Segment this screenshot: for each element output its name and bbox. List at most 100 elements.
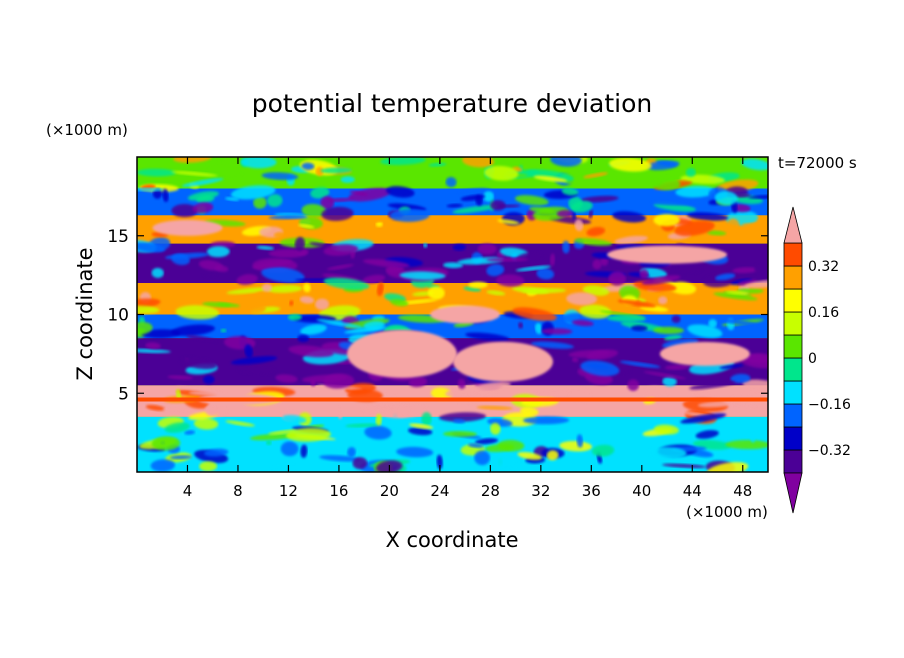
warm-patch-0 — [347, 329, 458, 378]
contour-blob — [571, 200, 593, 213]
contour-blob — [303, 283, 311, 293]
x-tick-label: 20 — [380, 482, 399, 500]
contour-blob — [188, 390, 226, 396]
contour-blob — [754, 264, 763, 274]
contour-blob — [173, 157, 212, 163]
x-axis: 4 8 12 16 20 24 28 32 36 40 44 48 — [183, 157, 752, 500]
contour-blob — [310, 379, 316, 387]
contour-blob — [204, 448, 229, 457]
contour-blob — [649, 446, 687, 459]
contour-blob — [530, 341, 574, 349]
contour-blob — [266, 194, 283, 207]
contour-blob — [171, 204, 198, 218]
y-axis: 5 10 15 — [107, 227, 768, 404]
contour-blob — [362, 274, 386, 284]
contour-blob — [662, 376, 677, 387]
contour-blob — [248, 303, 266, 314]
contour-blob — [175, 388, 182, 400]
contour-blob — [181, 178, 224, 187]
x-tick-label: 32 — [531, 482, 550, 500]
contour-blob — [285, 427, 331, 442]
contour-blob — [300, 324, 327, 335]
contour-blob — [320, 167, 352, 174]
contour-blob — [275, 374, 298, 383]
contour-blob — [375, 413, 382, 428]
contour-blob — [230, 185, 276, 200]
contour-blob — [236, 274, 258, 285]
contour-blob — [676, 263, 703, 274]
contour-blob — [225, 420, 255, 427]
contour-blob — [615, 361, 633, 374]
contour-blob — [561, 187, 579, 196]
contour-blob — [361, 403, 392, 413]
contour-blob — [380, 157, 426, 166]
contour-blob — [639, 269, 649, 279]
contour-blob — [319, 455, 361, 462]
contour-blob — [477, 243, 497, 255]
contour-blob — [468, 443, 484, 448]
contour-blob — [546, 450, 559, 461]
y-tick-label: 15 — [107, 227, 129, 247]
warm-patch-1 — [452, 341, 553, 382]
contour-blob — [289, 300, 294, 306]
contour-blob — [468, 281, 488, 289]
colorbar: 0.32 0.16 0 −0.16 −0.32 — [783, 206, 851, 514]
contour-blob — [517, 452, 542, 460]
contour-blob — [137, 348, 171, 354]
contour-blob — [583, 172, 608, 179]
contour-blob — [201, 273, 219, 278]
contour-blob — [687, 324, 723, 338]
contour-blob — [741, 158, 768, 171]
contour-blob — [137, 305, 160, 314]
x-tick-label: 48 — [733, 482, 752, 500]
contour-blob — [653, 424, 679, 435]
contour-blob — [653, 213, 680, 227]
contour-blob — [396, 446, 434, 458]
colorbar-swatch — [783, 242, 803, 267]
colorbar-label: 0.16 — [808, 305, 839, 321]
colorbar-swatch — [783, 265, 803, 290]
warm-patch-2 — [659, 341, 750, 366]
contour-blob — [162, 407, 190, 412]
contour-blob — [244, 344, 253, 359]
contour-blob — [680, 413, 727, 424]
contour-blob — [471, 382, 511, 391]
contour-blob — [541, 328, 573, 335]
contour-blob — [732, 267, 758, 274]
x-tick-label: 40 — [632, 482, 651, 500]
contour-blob — [579, 304, 612, 319]
contour-blob — [714, 191, 738, 205]
contour-blob — [428, 162, 447, 167]
contour-blob — [658, 296, 668, 305]
x-tick-label: 4 — [183, 482, 193, 500]
contour-blob — [457, 378, 466, 389]
colorbar-label: 0 — [808, 351, 817, 367]
contour-blob — [649, 200, 698, 206]
x-tick-label: 16 — [329, 482, 348, 500]
contour-blob — [514, 195, 549, 206]
contour-blob — [287, 313, 302, 321]
contour-blob — [741, 223, 768, 229]
colorbar-swatch — [783, 288, 803, 313]
contour-blob — [265, 440, 272, 445]
contour-blob — [141, 329, 181, 339]
contour-blob — [534, 322, 543, 335]
contour-blob — [452, 419, 466, 424]
colorbar-swatch — [783, 357, 803, 382]
contour-blob — [556, 210, 573, 218]
contour-blob — [664, 364, 689, 370]
contour-blob — [643, 386, 670, 398]
contour-blob — [689, 381, 736, 390]
contour-blob — [137, 187, 165, 192]
chart-title: potential temperature deviation — [252, 89, 652, 118]
contour-blob — [170, 324, 215, 336]
contour-blob — [327, 198, 354, 202]
contour-blob — [376, 281, 384, 297]
contour-blob — [715, 273, 736, 281]
contour-blob — [606, 315, 646, 322]
contour-blob — [719, 363, 744, 369]
contour-blob — [742, 379, 768, 394]
colorbar-swatch — [783, 311, 803, 336]
contour-blob — [536, 388, 571, 396]
colorbar-label: −0.16 — [808, 397, 851, 413]
